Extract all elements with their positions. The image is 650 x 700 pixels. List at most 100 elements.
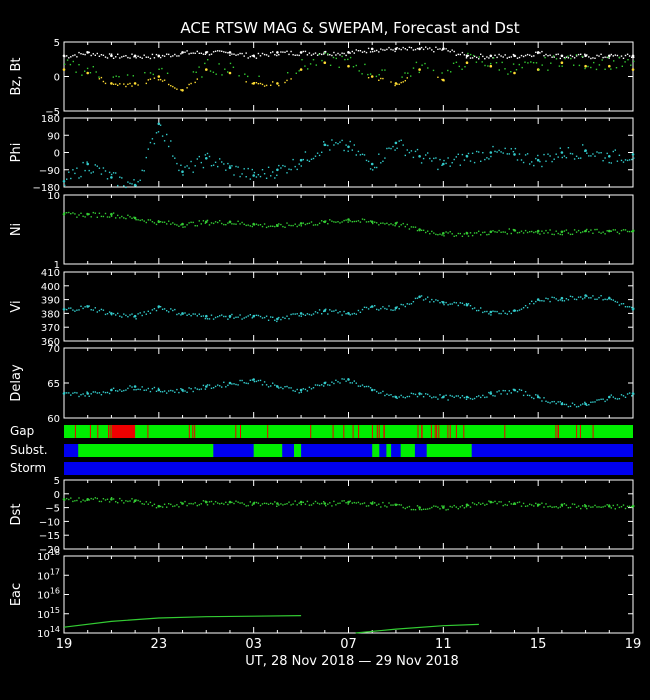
trail-point (400, 139, 402, 141)
trail-point (64, 63, 66, 65)
trail-point (286, 503, 288, 505)
trail-point (274, 177, 276, 179)
trail-point (376, 390, 378, 393)
trail-point (600, 506, 602, 508)
trail-point (318, 53, 320, 56)
chart-panels: Bz, Bt50−5Phi180900−90−180Ni101Vi4104003… (9, 38, 635, 640)
trail-point (455, 156, 457, 158)
trail-point (184, 166, 186, 168)
trail-point (217, 502, 219, 504)
trail-point (141, 57, 143, 59)
trail-point (386, 506, 388, 508)
trail-point (333, 144, 335, 146)
trail-point (227, 503, 229, 506)
trail-point (353, 312, 355, 315)
data-point (418, 506, 421, 509)
trail-point (620, 55, 623, 57)
trail-point (402, 304, 404, 306)
trail-point (284, 51, 286, 53)
series-ni (62, 211, 635, 237)
trail-point (161, 80, 164, 82)
trail-point (510, 312, 512, 315)
trail-point (163, 55, 166, 57)
trail-point (204, 53, 207, 55)
trail-point (467, 54, 470, 57)
trail-point (261, 317, 264, 319)
trail-point (457, 153, 459, 155)
trail-point (168, 220, 170, 222)
trail-point (149, 501, 152, 504)
trail-point (631, 230, 633, 233)
trail-point (318, 503, 321, 505)
trail-point (231, 53, 233, 55)
trail-point (590, 401, 592, 403)
trail-point (300, 315, 302, 317)
trail-point (486, 234, 488, 236)
trail-point (231, 165, 233, 167)
y-tick-label: 5 (54, 38, 60, 49)
trail-point (192, 503, 194, 505)
trail-point (435, 46, 437, 48)
trail-point (188, 502, 190, 505)
trail-point (259, 82, 262, 85)
trail-point (196, 158, 198, 160)
trail-point (357, 385, 360, 387)
trail-point (129, 57, 131, 59)
trail-point (445, 48, 447, 50)
trail-point (221, 222, 223, 225)
trail-point (298, 315, 300, 317)
trail-point (172, 390, 174, 392)
trail-point (239, 52, 241, 55)
trail-point (602, 56, 604, 59)
trail-point (290, 168, 292, 171)
trail-point (117, 184, 119, 187)
trail-point (68, 392, 70, 394)
trail-point (149, 141, 152, 144)
trail-point (121, 316, 123, 318)
trail-point (380, 162, 382, 164)
trail-point (241, 379, 243, 382)
trail-point (535, 300, 537, 303)
trail-point (337, 381, 339, 383)
trail-point (553, 400, 555, 403)
trail-point (214, 501, 217, 503)
trail-point (147, 56, 149, 58)
trail-point (125, 55, 127, 57)
trail-point (192, 390, 194, 393)
trail-point (249, 225, 251, 227)
x-tick-label: 11 (435, 637, 452, 652)
trail-point (133, 56, 135, 58)
trail-point (543, 153, 545, 156)
trail-point (374, 389, 376, 391)
trail-point (592, 153, 594, 155)
trail-point (447, 232, 449, 234)
trail-point (333, 382, 335, 385)
trail-point (490, 230, 492, 233)
trail-point (84, 395, 86, 397)
trail-point (500, 312, 502, 315)
trail-point (64, 212, 66, 214)
trail-point (586, 507, 588, 510)
trail-point (66, 308, 68, 311)
trail-point (70, 307, 72, 309)
trail-point (538, 69, 540, 71)
data-point (323, 61, 327, 64)
trail-point (526, 306, 529, 309)
data-point (584, 504, 587, 508)
trail-point (265, 177, 268, 179)
trail-point (580, 231, 582, 234)
trail-point (338, 66, 340, 68)
trail-point (535, 502, 537, 505)
trail-point (614, 54, 616, 56)
trail-point (166, 506, 168, 508)
trail-point (486, 396, 488, 398)
trail-point (306, 159, 309, 161)
trail-point (594, 298, 596, 300)
trail-point (312, 59, 315, 61)
trail-point (206, 384, 209, 386)
trail-point (153, 503, 156, 505)
trail-point (433, 232, 435, 234)
y-axis-label: Ni (9, 223, 24, 236)
trail-point (400, 504, 402, 506)
